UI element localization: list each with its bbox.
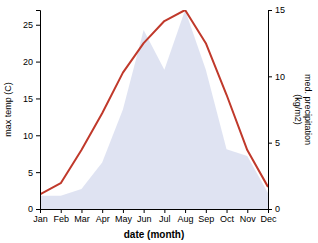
y-axis: 0 5 10 15 20 25 bbox=[23, 11, 41, 215]
tick-label: Jun bbox=[137, 214, 152, 224]
tick-label: Feb bbox=[53, 214, 69, 224]
x-axis-title: date (month) bbox=[124, 229, 185, 240]
tick-label: Oct bbox=[220, 214, 235, 224]
tick: Nov bbox=[240, 209, 257, 224]
tick-label: 5 bbox=[275, 138, 280, 148]
tick-mark bbox=[36, 62, 40, 63]
tick-mark bbox=[102, 209, 103, 213]
tick: 15 bbox=[23, 94, 40, 104]
tick-mark bbox=[268, 143, 272, 144]
tick-mark bbox=[185, 209, 186, 213]
tick: Mar bbox=[74, 209, 90, 224]
tick: Apr bbox=[96, 209, 110, 224]
tick-label: 5 bbox=[28, 168, 33, 178]
tick-mark bbox=[227, 209, 228, 213]
y-axis-title: max temp (C) bbox=[3, 82, 13, 137]
tick-mark bbox=[268, 209, 272, 210]
tick: Jul bbox=[159, 209, 171, 224]
tick-label: 10 bbox=[275, 72, 285, 82]
tick-mark bbox=[247, 209, 248, 213]
tick: Sep bbox=[198, 209, 214, 224]
tick-label: 0 bbox=[28, 204, 33, 214]
tick-label: Sep bbox=[198, 214, 214, 224]
tick-label: Jan bbox=[33, 214, 48, 224]
tick-mark bbox=[164, 209, 165, 213]
tick-mark bbox=[206, 209, 207, 213]
tick-mark bbox=[268, 10, 272, 11]
tick: 5 bbox=[268, 138, 280, 148]
axis-line bbox=[269, 11, 273, 210]
tick-label: Aug bbox=[178, 214, 194, 224]
tick-label: 0 bbox=[275, 204, 280, 214]
tick-label: Nov bbox=[240, 214, 257, 224]
tick-mark bbox=[36, 172, 40, 173]
tick-mark bbox=[81, 209, 82, 213]
x-axis: Jan Feb Mar Apr May Jun Jul Aug Sep Oct NovDec bbox=[33, 209, 277, 224]
tick-mark bbox=[36, 25, 40, 26]
chart: JanFebMarAprMayJunJulAugSepOctNovDec0510… bbox=[0, 0, 318, 243]
tick-mark bbox=[268, 76, 272, 77]
tick: Jun bbox=[137, 209, 152, 224]
tick: 15 bbox=[268, 5, 285, 15]
line bbox=[40, 10, 268, 194]
tick-label: Apr bbox=[96, 214, 110, 224]
axis-line bbox=[41, 210, 269, 214]
y2-axis-title: med. precipitation(kg/m2) bbox=[293, 74, 313, 145]
tick-label: 15 bbox=[275, 5, 285, 15]
tick: Aug bbox=[178, 209, 194, 224]
tick: 10 bbox=[23, 131, 40, 141]
tick: Jan bbox=[33, 209, 48, 224]
tick-label: 15 bbox=[23, 94, 33, 104]
tick-mark bbox=[36, 98, 40, 99]
tick: Oct bbox=[220, 209, 235, 224]
tick: 10 bbox=[268, 72, 285, 82]
tick-mark bbox=[36, 209, 40, 210]
area bbox=[40, 10, 268, 209]
plot: JanFebMarAprMayJunJulAugSepOctNovDec0510… bbox=[3, 5, 313, 240]
tick-label: 10 bbox=[23, 131, 33, 141]
tick-mark bbox=[36, 135, 40, 136]
tick: 20 bbox=[23, 57, 40, 67]
tick-mark bbox=[123, 209, 124, 213]
tick: May bbox=[115, 209, 133, 224]
tick-label: 20 bbox=[23, 57, 33, 67]
tick: Feb bbox=[53, 209, 69, 224]
marks bbox=[40, 10, 268, 209]
tick-label: May bbox=[115, 214, 133, 224]
tick-label: 25 bbox=[23, 20, 33, 30]
tick-label: Jul bbox=[159, 214, 171, 224]
tick-label: Dec bbox=[260, 214, 277, 224]
tick: 0 bbox=[268, 204, 280, 214]
tick: 0 bbox=[28, 204, 40, 214]
axis-line bbox=[36, 11, 41, 210]
tick: 25 bbox=[23, 20, 40, 30]
tick: 5 bbox=[28, 168, 40, 178]
tick-mark bbox=[144, 209, 145, 213]
y2-axis: 0 5 10 15 bbox=[268, 5, 285, 214]
tick-mark bbox=[61, 209, 62, 213]
tick-label: Mar bbox=[74, 214, 90, 224]
